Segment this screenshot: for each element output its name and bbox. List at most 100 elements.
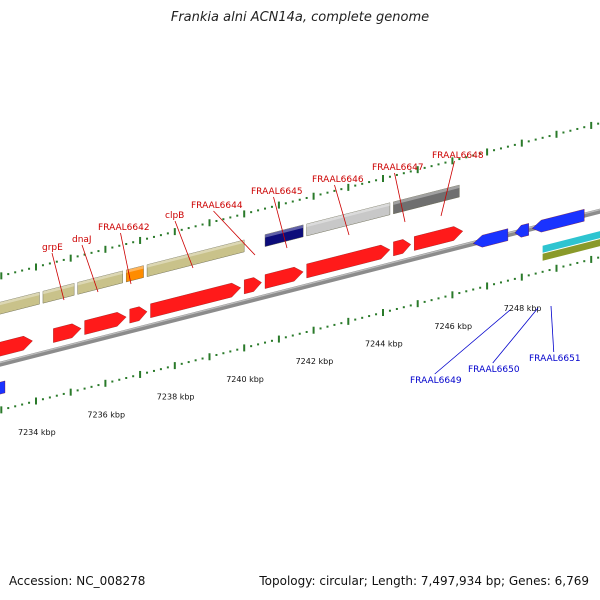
forward-label-leader	[440, 160, 455, 217]
inner-minor-tick	[444, 295, 447, 298]
inner-major-tick	[0, 406, 3, 414]
forward-gene-arrow	[244, 277, 262, 295]
outer-minor-tick	[583, 126, 586, 129]
outer-minor-tick	[541, 136, 544, 139]
feature-bar-gray	[393, 184, 460, 215]
inner-minor-tick	[465, 290, 468, 293]
tick-ring: 7234 kbp 7236 kbp 7238 kbp 7240 kbp 7242 kbp…	[0, 121, 600, 437]
inner-minor-tick	[493, 283, 496, 286]
inner-minor-tick	[90, 385, 93, 388]
genome-stats: Topology: circular; Length: 7,497,934 bp…	[259, 574, 589, 588]
outer-minor-tick	[305, 196, 308, 199]
forward-label-leader	[174, 220, 194, 269]
inner-minor-tick	[48, 396, 51, 399]
outer-minor-tick	[180, 228, 183, 231]
kbp-label: 7246 kbp	[434, 322, 472, 331]
reverse-gene-label: FRAAL6651	[529, 354, 581, 364]
inner-minor-tick	[284, 336, 287, 339]
reverse-gene-label: FRAAL6649	[410, 376, 462, 386]
inner-major-tick	[555, 264, 558, 272]
outer-minor-tick	[264, 207, 267, 210]
outer-minor-tick	[132, 241, 135, 244]
inner-major-tick	[277, 335, 280, 343]
forward-gene-arrow	[150, 282, 241, 318]
inner-minor-tick	[430, 299, 433, 302]
outer-major-tick	[69, 254, 72, 262]
inner-minor-tick	[576, 261, 579, 264]
forward-gene-arrow	[84, 312, 127, 335]
outer-minor-tick	[465, 156, 468, 159]
feature-bar-orange	[126, 265, 144, 283]
inner-minor-tick	[562, 265, 565, 268]
outer-minor-tick	[270, 205, 273, 208]
outer-minor-tick	[159, 234, 162, 237]
reverse-gene-label: FRAAL6650	[468, 365, 520, 375]
inner-major-tick	[590, 255, 593, 263]
inner-minor-tick	[534, 272, 537, 275]
forward-gene-label: clpB	[165, 211, 184, 221]
feature-bar-shine	[393, 185, 460, 205]
inner-minor-tick	[125, 376, 128, 379]
forward-gene-arrow	[306, 244, 391, 279]
outer-minor-tick	[479, 152, 482, 155]
outer-minor-tick	[222, 218, 225, 221]
inner-minor-tick	[597, 256, 600, 259]
inner-minor-tick	[180, 362, 183, 365]
inner-minor-tick	[55, 394, 58, 397]
inner-minor-tick	[513, 277, 516, 280]
outer-minor-tick	[28, 267, 31, 270]
inner-minor-tick	[402, 306, 405, 309]
outer-major-tick	[486, 148, 489, 156]
inner-minor-tick	[146, 371, 149, 374]
kbp-label: 7234 kbp	[18, 428, 56, 437]
outer-minor-tick	[576, 127, 579, 130]
inner-minor-tick	[291, 334, 294, 337]
outer-minor-tick	[354, 184, 357, 187]
inner-minor-tick	[506, 279, 509, 282]
forward-gene-arrow	[414, 226, 464, 251]
outer-minor-tick	[493, 149, 496, 152]
inner-minor-tick	[333, 323, 336, 326]
outer-major-tick	[451, 157, 454, 165]
inner-minor-tick	[388, 309, 391, 312]
inner-minor-tick	[368, 315, 371, 318]
outer-minor-tick	[125, 242, 128, 245]
inner-minor-tick	[583, 260, 586, 263]
kbp-label: 7236 kbp	[87, 410, 125, 419]
outer-major-tick	[277, 201, 280, 209]
inner-minor-tick	[215, 353, 218, 356]
outer-minor-tick	[402, 172, 405, 175]
inner-major-tick	[35, 397, 37, 405]
outer-minor-tick	[534, 138, 537, 141]
forward-gene-label: FRAAL6647	[372, 163, 424, 173]
outer-major-tick	[312, 192, 315, 200]
outer-minor-tick	[146, 237, 149, 240]
outer-minor-tick	[340, 188, 343, 191]
outer-minor-tick	[284, 202, 287, 205]
gene-labels: grpE dnaJ FRAAL6642 clpB FRAAL6644 FRAAL6645 F…	[42, 151, 581, 386]
lower-bar-cyan	[542, 231, 600, 253]
inner-minor-tick	[152, 369, 155, 372]
outer-minor-tick	[62, 258, 65, 261]
outer-minor-tick	[444, 161, 447, 164]
inner-minor-tick	[527, 274, 530, 277]
inner-minor-tick	[132, 375, 135, 378]
outer-minor-tick	[201, 223, 204, 226]
forward-label-leader	[394, 172, 406, 223]
outer-major-tick	[243, 210, 246, 218]
outer-major-tick	[555, 130, 558, 138]
outer-minor-tick	[361, 182, 364, 185]
inner-minor-tick	[111, 380, 114, 383]
outer-minor-tick	[236, 214, 239, 217]
inner-minor-tick	[222, 352, 225, 355]
outer-major-tick	[347, 183, 350, 191]
outer-major-tick	[382, 175, 384, 183]
outer-minor-tick	[423, 166, 426, 169]
forward-label-leader	[81, 244, 99, 293]
outer-minor-tick	[152, 235, 155, 238]
inner-minor-tick	[326, 325, 329, 328]
outer-minor-tick	[437, 163, 440, 166]
outer-minor-tick	[326, 191, 329, 194]
outer-major-tick	[590, 121, 593, 129]
inner-minor-tick	[28, 401, 31, 404]
